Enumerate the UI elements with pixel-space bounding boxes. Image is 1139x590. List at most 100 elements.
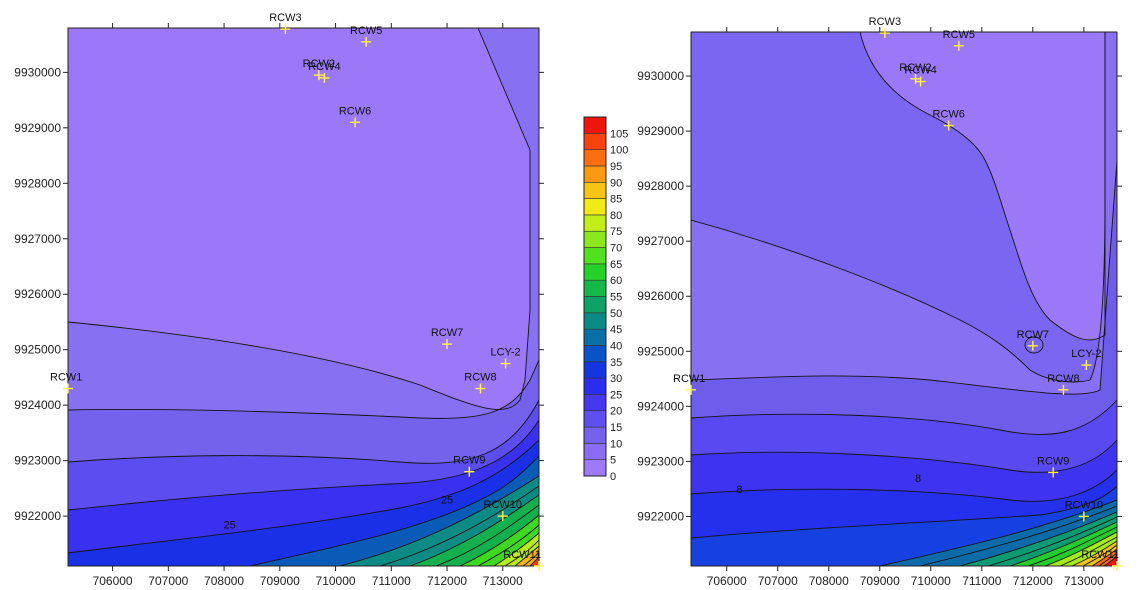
- legend-level-label: 60: [610, 275, 622, 287]
- left-y-tick-label: 9929000: [14, 121, 61, 135]
- well-label: RCW4: [308, 61, 340, 73]
- right-x-tick-label: 708000: [809, 574, 849, 588]
- left-well-rcw1: RCW1: [50, 372, 82, 394]
- well-label: RCW11: [503, 549, 541, 561]
- legend-level-label: 25: [610, 389, 622, 401]
- legend-swatch: [583, 181, 607, 199]
- right-contour-map: 706000 707000 708000 709000 710000 711000 7120…: [637, 16, 1122, 588]
- left-contour-map: 706000 707000 708000 709000 710000 711000 7120…: [14, 12, 544, 588]
- legend-swatch: [583, 394, 607, 412]
- right-well-rcw4: RCW4: [904, 65, 937, 87]
- well-label: RCW5: [943, 29, 975, 41]
- legend-level-label: 70: [610, 243, 622, 255]
- legend-level-label: 90: [610, 177, 622, 189]
- legend-swatch: [583, 133, 607, 150]
- left-y-tick-label: 9927000: [14, 232, 61, 246]
- left-contour-label: 25: [224, 519, 236, 531]
- well-label: RCW10: [1065, 499, 1104, 511]
- legend-swatch: [583, 296, 607, 314]
- left-well-rcw10: RCW10: [484, 499, 523, 522]
- left-x-tick-label: 710000: [316, 574, 356, 588]
- right-well-lcy-2: LCY-2: [1071, 348, 1101, 371]
- left-x-tick-label: 711000: [372, 574, 411, 588]
- well-label: RCW7: [1017, 329, 1049, 341]
- left-y-tick-label: 9922000: [14, 509, 61, 523]
- left-band-75-90: [515, 546, 539, 566]
- color-legend: 0 5 10 15 20 25 30 35 40 45 50 55 60 65 70 75 80 85 90 95 10…: [583, 116, 628, 483]
- legend-swatch: [583, 459, 607, 477]
- legend-swatch: [583, 149, 607, 167]
- left-y-tick-label: 9923000: [14, 454, 61, 468]
- well-label: RCW11: [1081, 549, 1119, 561]
- right-x-tick-label: 707000: [758, 574, 798, 588]
- legend-level-label: 5: [610, 455, 616, 467]
- legend-swatch: [583, 361, 607, 379]
- right-contour-label: 8: [915, 473, 921, 485]
- right-y-tick-label: 9925000: [637, 344, 684, 358]
- right-well-rcw3: RCW3: [869, 16, 901, 39]
- legend-level-label: 15: [610, 422, 622, 434]
- well-label: LCY-2: [490, 347, 520, 359]
- right-y-tick-label: 9923000: [637, 454, 684, 468]
- left-y-tick-label: 9926000: [14, 287, 61, 301]
- legend-level-label: 30: [610, 373, 622, 385]
- legend-level-label: 105: [610, 128, 628, 140]
- well-label: RCW6: [339, 105, 371, 117]
- well-label: RCW10: [484, 499, 523, 511]
- legend-swatch: [583, 165, 607, 183]
- right-contour-lines: [691, 32, 1117, 566]
- left-contour-lines: [68, 28, 539, 566]
- right-well-rcw6: RCW6: [932, 109, 965, 131]
- well-label: RCW4: [904, 65, 936, 77]
- well-label: RCW3: [269, 12, 301, 24]
- well-label: LCY-2: [1071, 348, 1101, 360]
- left-axes: 706000 707000 708000 709000 710000 711000 7120…: [14, 23, 544, 588]
- left-y-tick-label: 9925000: [14, 343, 61, 357]
- right-y-tick-label: 9926000: [637, 289, 684, 303]
- left-x-tick-label: 706000: [93, 574, 133, 588]
- legend-level-label: 40: [610, 340, 622, 352]
- right-x-tick-label: 713000: [1064, 574, 1104, 588]
- legend-swatch: [583, 198, 607, 216]
- right-x-tick-label: 709000: [860, 574, 900, 588]
- well-label: RCW2: [899, 62, 931, 74]
- well-label: RCW9: [453, 455, 485, 467]
- right-y-tick-label: 9930000: [637, 69, 684, 83]
- right-well-rcw7: RCW7: [1017, 329, 1049, 351]
- left-contour-label: 25: [441, 494, 453, 506]
- right-y-tick-label: 9922000: [637, 509, 684, 523]
- legend-level-label: 0: [610, 471, 616, 483]
- legend-level-label: 75: [610, 226, 622, 238]
- legend-level-label: 65: [610, 259, 622, 271]
- well-label: RCW3: [869, 16, 901, 28]
- right-x-tick-label: 706000: [707, 574, 747, 588]
- right-contour-label: 8: [736, 484, 742, 496]
- legend-swatch: [583, 426, 607, 444]
- right-plot-frame: [690, 31, 1118, 567]
- right-y-tick-label: 9929000: [637, 124, 684, 138]
- right-x-tick-label: 712000: [1013, 574, 1053, 588]
- right-band-0-5: [860, 32, 1105, 340]
- left-y-tick-label: 9930000: [14, 65, 61, 79]
- right-x-tick-label: 710000: [911, 574, 951, 588]
- legend-level-label: 10: [610, 438, 622, 450]
- left-wells: RCW1 RCW2 RCW3 RCW4 RCW5 RCW6 RCW7 LCY-2 RCW8 RCW…: [50, 12, 544, 571]
- legend-level-label: 45: [610, 324, 622, 336]
- legend-level-label: 100: [610, 145, 628, 157]
- right-band-5-10: [691, 32, 1117, 395]
- well-label: RCW2: [303, 58, 335, 70]
- well-label: RCW8: [1047, 373, 1079, 385]
- left-y-tick-label: 9928000: [14, 176, 61, 190]
- right-well-rcw11: RCW11: [1081, 549, 1122, 571]
- left-well-rcw9: RCW9: [453, 455, 486, 477]
- right-y-tick-label: 9927000: [637, 234, 684, 248]
- well-label: RCW1: [50, 372, 82, 384]
- legend-frame: [583, 116, 607, 477]
- right-x-tick-label: 711000: [962, 574, 1001, 588]
- legend-swatch: [583, 247, 607, 265]
- right-wells: RCW1 RCW2 RCW3 RCW4 RCW5 RCW6 RCW7 LCY-2 RCW8 RCW…: [673, 16, 1122, 571]
- legend-swatch: [583, 312, 607, 330]
- well-label: RCW8: [464, 372, 496, 384]
- well-label: RCW7: [431, 327, 463, 339]
- right-y-tick-label: 9928000: [637, 179, 684, 193]
